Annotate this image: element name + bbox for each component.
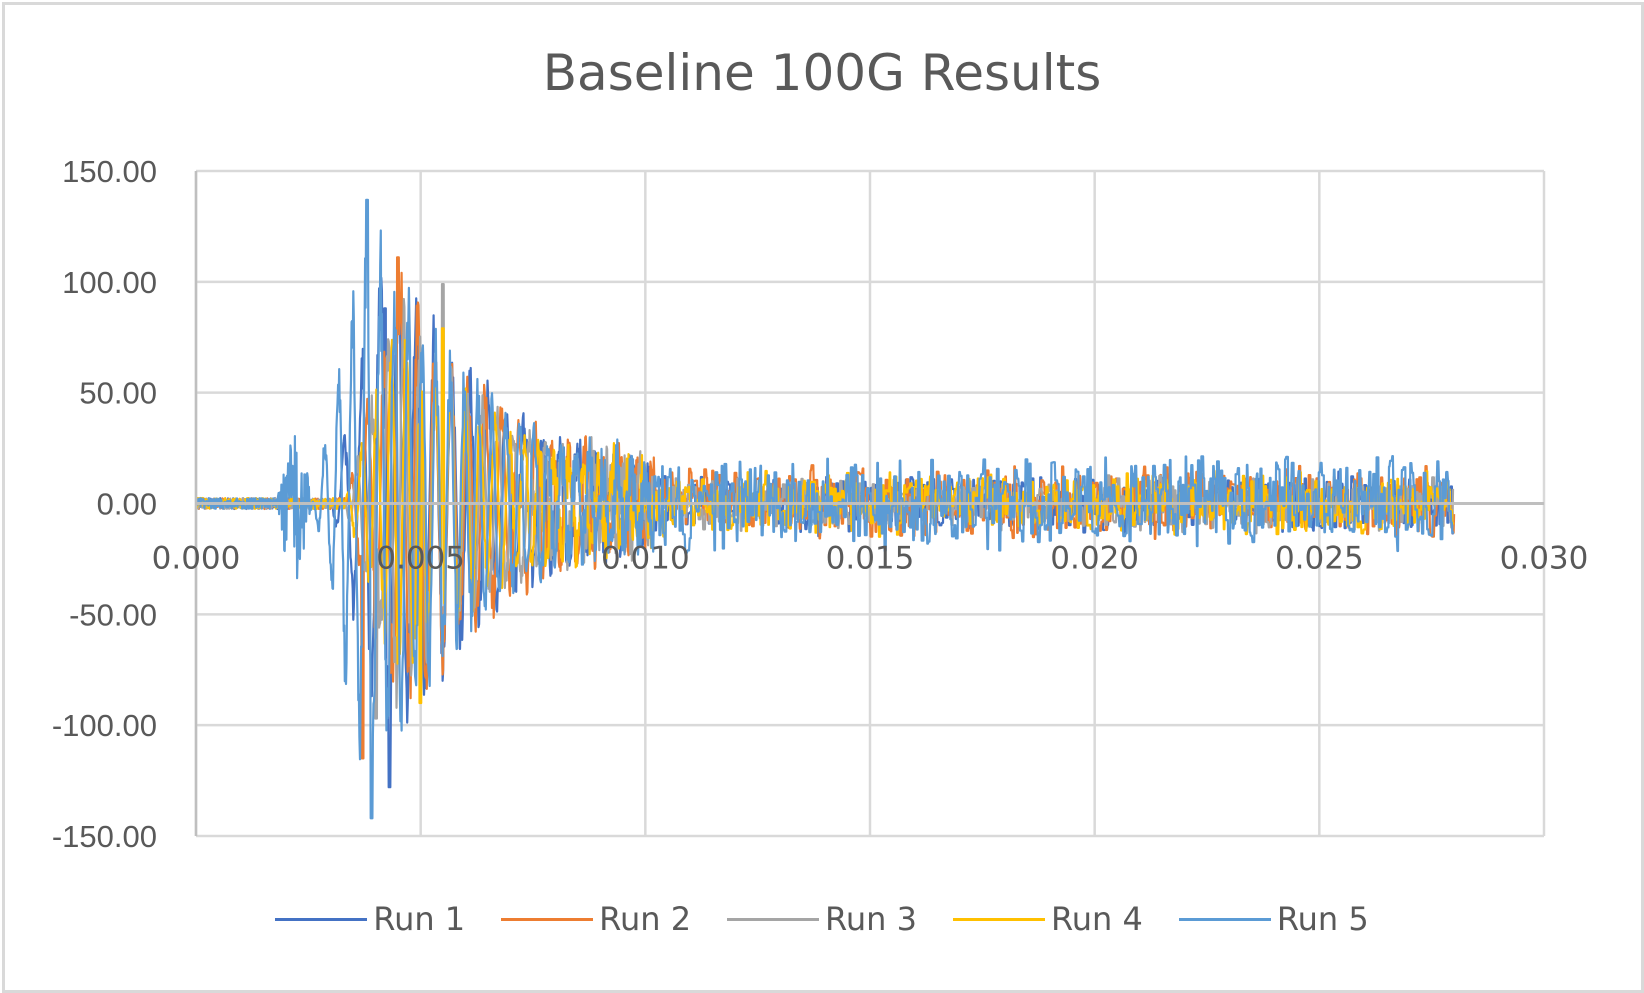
legend-swatch bbox=[727, 917, 820, 921]
x-tick-label: 0.020 bbox=[1050, 541, 1139, 577]
legend-item-run-3[interactable]: Run 3 bbox=[727, 900, 917, 938]
y-tick-label: 100.00 bbox=[62, 265, 157, 300]
y-tick-label: -150.00 bbox=[52, 819, 157, 854]
x-axis-labels: 0.000 0.005 0.010 0.015 0.020 0.025 0.030 bbox=[152, 541, 1589, 577]
x-tick-label: 0.030 bbox=[1500, 541, 1589, 577]
x-tick-label: 0.000 bbox=[152, 541, 241, 577]
series-line-run-5 bbox=[195, 198, 1455, 820]
y-tick-label: -100.00 bbox=[52, 708, 157, 743]
legend-swatch bbox=[275, 917, 368, 921]
legend-item-run-4[interactable]: Run 4 bbox=[952, 900, 1143, 938]
legend-item-run-1[interactable]: Run 1 bbox=[275, 900, 465, 938]
legend-swatch bbox=[1178, 917, 1271, 921]
legend-item-run-5[interactable]: Run 5 bbox=[1178, 900, 1369, 938]
legend-swatch bbox=[501, 917, 594, 921]
legend-item-run-2[interactable]: Run 2 bbox=[501, 900, 691, 938]
x-tick-label: 0.015 bbox=[826, 541, 915, 577]
x-tick-label: 0.005 bbox=[376, 541, 465, 577]
y-tick-label: 150.00 bbox=[62, 154, 157, 189]
y-tick-label: 50.00 bbox=[79, 376, 157, 411]
y-tick-label: -50.00 bbox=[69, 597, 157, 632]
axes bbox=[194, 171, 1544, 836]
x-tick-label: 0.010 bbox=[601, 541, 690, 577]
legend-swatch bbox=[952, 917, 1045, 921]
y-axis-labels: 150.00 100.00 50.00 0.00 -50.00 -100.00 -150.0… bbox=[52, 154, 157, 854]
chart-title: Baseline 100G Results bbox=[542, 44, 1102, 102]
x-tick-label: 0.025 bbox=[1275, 541, 1364, 577]
legend: Run 1 Run 2 Run 3 Run 4 Run 5 bbox=[0, 900, 1644, 938]
y-tick-label: 0.00 bbox=[97, 487, 157, 522]
